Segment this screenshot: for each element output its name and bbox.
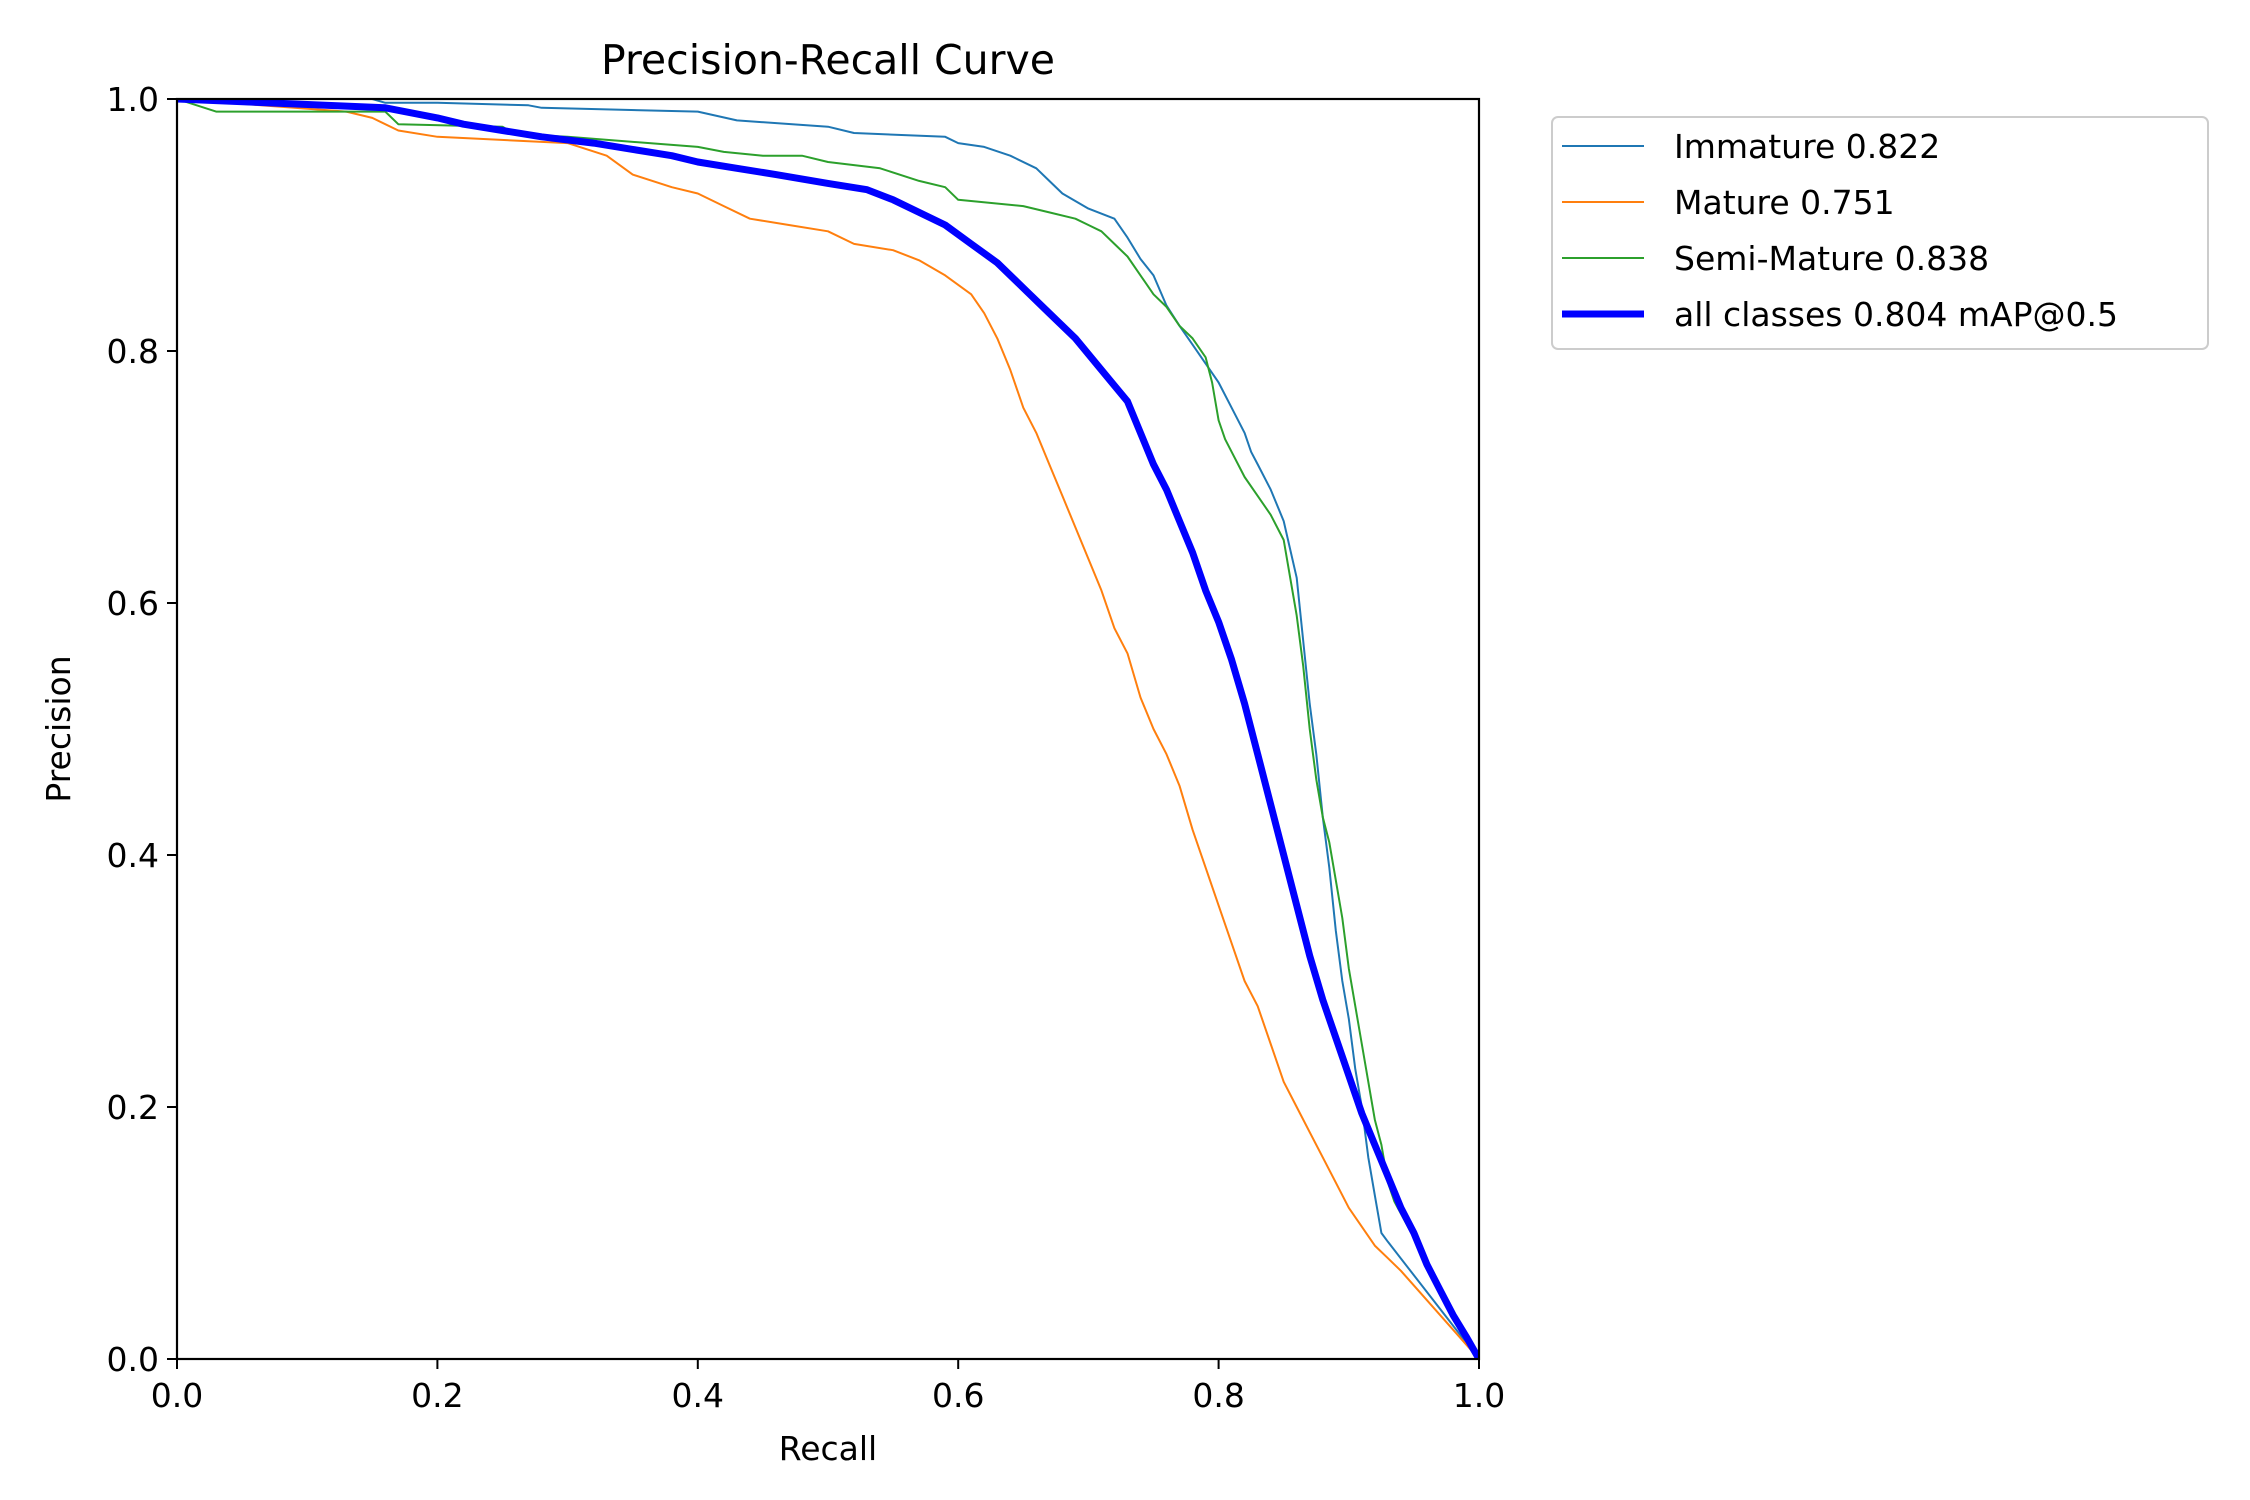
plot-frame bbox=[175, 97, 1481, 1361]
series-line-0 bbox=[177, 99, 1479, 1359]
y-tick-label: 0.0 bbox=[107, 1340, 159, 1379]
legend-box bbox=[1551, 116, 2209, 350]
legend-label: Mature 0.751 bbox=[1674, 183, 1895, 222]
x-tick-label: 0.6 bbox=[932, 1376, 984, 1415]
series-line-1 bbox=[177, 99, 1479, 1359]
series-line-2 bbox=[177, 99, 1479, 1359]
series-line-3 bbox=[177, 99, 1479, 1359]
legend-label: Immature 0.822 bbox=[1674, 127, 1940, 166]
x-tick-label: 0.0 bbox=[151, 1376, 203, 1415]
x-axis-label: Recall bbox=[779, 1429, 877, 1468]
y-tick-label: 0.6 bbox=[107, 584, 159, 623]
y-tick-label: 0.8 bbox=[107, 332, 159, 371]
x-tick-label: 0.4 bbox=[672, 1376, 724, 1415]
y-tick-label: 1.0 bbox=[107, 80, 159, 119]
x-tick-label: 0.2 bbox=[411, 1376, 463, 1415]
legend-label: all classes 0.804 mAP@0.5 bbox=[1674, 295, 2118, 334]
legend-label: Semi-Mature 0.838 bbox=[1674, 239, 1989, 278]
y-tick-label: 0.2 bbox=[107, 1088, 159, 1127]
x-tick-label: 0.8 bbox=[1192, 1376, 1244, 1415]
chart-title: Precision-Recall Curve bbox=[601, 36, 1055, 84]
y-tick-label: 0.4 bbox=[107, 836, 159, 875]
y-axis-label: Precision bbox=[39, 655, 78, 802]
legend: Immature 0.822 Mature 0.751 Semi-Mature 0.… bbox=[1551, 116, 2209, 350]
x-tick-label: 1.0 bbox=[1453, 1376, 1505, 1415]
